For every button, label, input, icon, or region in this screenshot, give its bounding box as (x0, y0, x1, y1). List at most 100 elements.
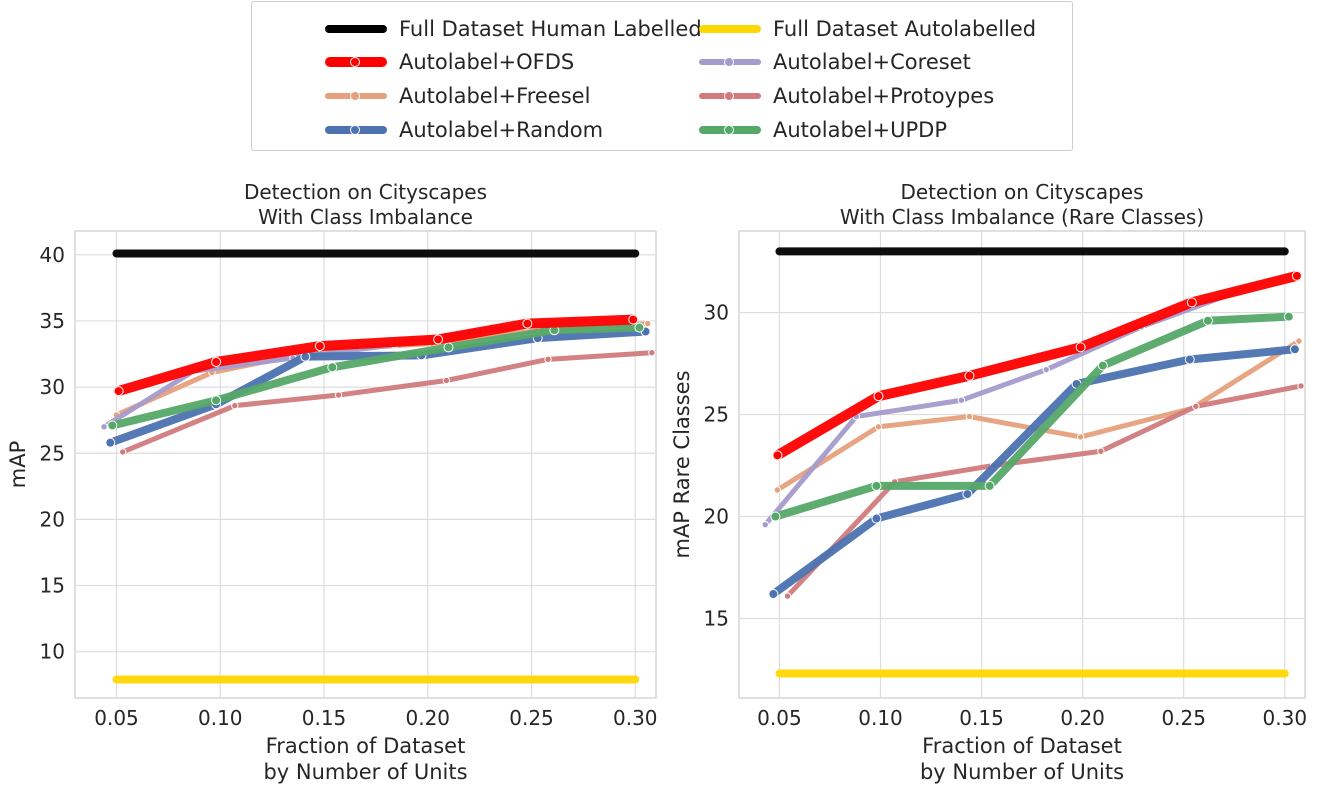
data-point (1297, 382, 1305, 390)
y-tick-label: 30 (704, 301, 729, 325)
data-point (634, 322, 645, 333)
legend-swatch (325, 25, 387, 33)
legend-marker (350, 91, 360, 101)
legend-swatch (699, 25, 761, 33)
chart-title: With Class Imbalance (258, 205, 473, 229)
data-point (327, 362, 338, 373)
data-point (1192, 402, 1200, 411)
data-point (1184, 354, 1195, 365)
panel-1: 0.05 0.10 0.15 0.20 0.25 0.30 10 15 20 25 30 35 40 De… (6, 180, 658, 784)
data-point (964, 370, 975, 381)
legend-marker (724, 57, 734, 67)
data-point (544, 355, 552, 364)
y-tick-label: 40 (40, 243, 65, 267)
data-point (768, 588, 779, 599)
data-point (522, 318, 533, 329)
plot-area (738, 230, 1306, 699)
x-axis-label: Fraction of Dataset (266, 734, 466, 758)
data-point (211, 356, 222, 367)
data-point (871, 480, 882, 491)
series-line (771, 312, 1293, 521)
data-point (984, 480, 995, 491)
y-tick-label: 15 (704, 606, 729, 630)
series-line (785, 383, 1304, 599)
data-point (1202, 315, 1213, 326)
data-point (1042, 365, 1050, 374)
data-point (433, 334, 444, 345)
x-tick-label: 0.10 (858, 706, 903, 730)
series-line (113, 314, 639, 397)
data-point (211, 395, 222, 406)
data-point (1186, 297, 1197, 308)
chart-title: Detection on Cityscapes (244, 180, 487, 204)
series-line (120, 350, 655, 455)
x-tick-label: 0.05 (94, 706, 139, 730)
x-axis-label: Fraction of Dataset (922, 734, 1122, 758)
data-point (1295, 337, 1303, 345)
x-tick-label: 0.05 (757, 706, 802, 730)
y-tick-label: 15 (40, 574, 65, 598)
x-tick-label: 0.30 (613, 706, 658, 730)
data-point (628, 314, 639, 325)
x-tick-label: 0.15 (302, 706, 347, 730)
data-point (231, 401, 239, 410)
data-point (443, 342, 454, 353)
legend-label: Autolabel+Coreset (773, 50, 971, 74)
data-point (965, 412, 974, 421)
data-point (770, 511, 781, 522)
x-tick-label: 0.10 (198, 706, 243, 730)
y-axis-label: mAP Rare Classes (670, 370, 694, 558)
data-point (113, 386, 124, 397)
x-axis-label: by Number of Units (920, 760, 1124, 784)
data-point (783, 592, 792, 600)
legend-label: Autolabel+Random (399, 118, 604, 142)
data-point (1283, 311, 1294, 322)
y-tick-label: 10 (40, 640, 65, 664)
data-point (761, 520, 769, 529)
series-autolabel-updp (770, 311, 1294, 522)
x-tick-label: 0.20 (1060, 706, 1105, 730)
chart-title: With Class Imbalance (Rare Classes) (840, 205, 1204, 229)
data-point (107, 420, 118, 431)
data-point (1097, 360, 1108, 371)
x-axis-label: by Number of Units (263, 760, 467, 784)
series-autolabel-ofds (772, 270, 1302, 461)
chart-title: Detection on Cityscapes (900, 180, 1143, 204)
x-tick-label: 0.25 (1161, 706, 1206, 730)
series-autolabel-updp (107, 322, 645, 431)
panel-2: 0.05 0.10 0.15 0.20 0.25 0.30 15 20 25 30 Detectio… (670, 180, 1307, 784)
series-line (774, 338, 1302, 493)
legend-label: Autolabel+Freesel (399, 84, 591, 108)
y-tick-label: 35 (40, 309, 65, 333)
series-line (108, 323, 644, 430)
series-autolabel-ofds (113, 314, 639, 397)
legend-label: Autolabel+Protoypes (773, 84, 995, 108)
data-point (874, 423, 883, 431)
series-autolabel-protoypes (783, 382, 1305, 600)
series-autolabel-protoypes (119, 349, 656, 456)
data-point (873, 391, 884, 402)
x-tick-label: 0.25 (509, 706, 554, 730)
data-point (119, 448, 127, 456)
data-point (957, 396, 966, 404)
legend-marker (724, 91, 734, 101)
legend-label: Full Dataset Autolabelled (773, 17, 1037, 41)
legend-label: Autolabel+OFDS (399, 50, 575, 74)
data-point (772, 450, 783, 461)
data-point (100, 423, 108, 431)
legend-marker (350, 125, 360, 135)
y-tick-label: 20 (704, 505, 729, 529)
y-axis-label: mAP (6, 441, 30, 489)
data-point (1291, 270, 1302, 281)
series-line (769, 345, 1299, 598)
y-tick-label: 20 (40, 507, 65, 531)
x-tick-label: 0.15 (959, 706, 1004, 730)
series-line (772, 270, 1302, 461)
data-point (644, 319, 652, 328)
y-tick-label: 30 (40, 375, 65, 399)
legend-marker (350, 57, 360, 67)
data-point (1289, 344, 1300, 355)
data-point (871, 513, 882, 524)
data-point (962, 489, 973, 500)
